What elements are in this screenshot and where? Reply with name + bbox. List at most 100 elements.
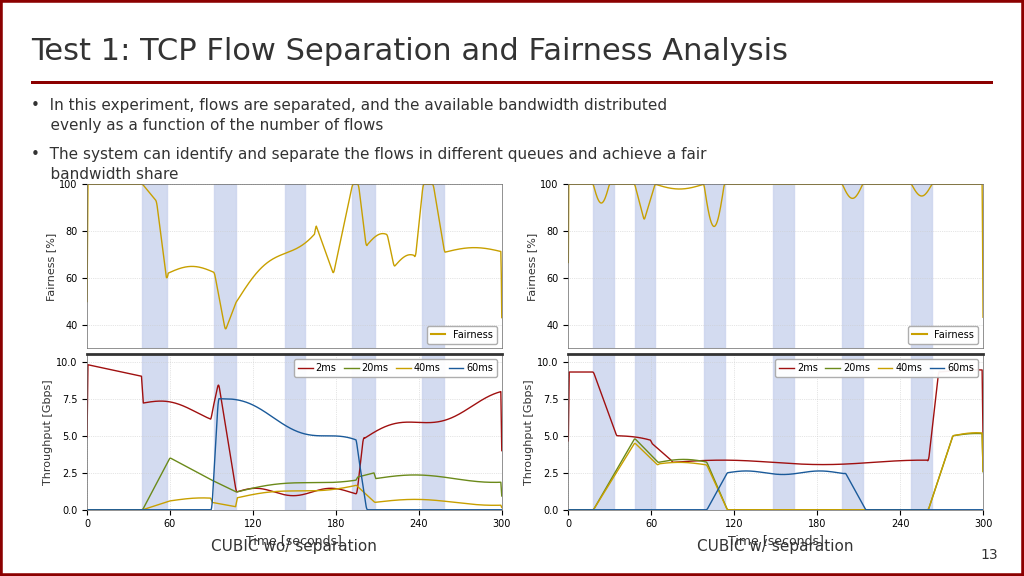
Bar: [142, 354, 167, 510]
Line: 2ms: 2ms: [568, 370, 983, 465]
Y-axis label: Throughput [Gbps]: Throughput [Gbps]: [43, 379, 53, 485]
2ms: [977, 437, 989, 444]
2ms: [817, 461, 829, 468]
60ms: [977, 506, 989, 513]
60ms: [188, 506, 201, 513]
20ms: [496, 492, 508, 499]
20ms: [377, 474, 389, 481]
Line: 60ms: 60ms: [568, 471, 983, 510]
60ms: [858, 503, 870, 510]
Bar: [422, 354, 443, 510]
40ms: [921, 506, 933, 513]
2ms: [607, 424, 620, 431]
Line: 40ms: 40ms: [568, 433, 983, 510]
20ms: [670, 456, 682, 463]
Bar: [285, 354, 305, 510]
Text: CUBIC w/ separation: CUBIC w/ separation: [697, 539, 854, 554]
40ms: [857, 506, 869, 513]
20ms: [393, 472, 406, 479]
Y-axis label: Fairness [%]: Fairness [%]: [527, 232, 538, 301]
Bar: [911, 354, 932, 510]
60ms: [393, 506, 406, 513]
2ms: [496, 447, 508, 454]
40ms: [739, 506, 752, 513]
Bar: [593, 354, 614, 510]
60ms: [496, 506, 508, 513]
2ms: [874, 458, 887, 465]
Bar: [703, 184, 725, 348]
40ms: [670, 459, 682, 466]
Text: •  In this experiment, flows are separated, and the available bandwidth distribu: • In this experiment, flows are separate…: [31, 98, 667, 113]
Text: evenly as a function of the number of flows: evenly as a function of the number of fl…: [31, 118, 383, 133]
Bar: [422, 184, 443, 348]
2ms: [377, 424, 389, 431]
60ms: [439, 506, 452, 513]
Text: 13: 13: [981, 548, 998, 562]
2ms: [82, 361, 94, 368]
20ms: [857, 506, 869, 513]
2ms: [739, 457, 752, 464]
20ms: [971, 430, 983, 437]
Bar: [593, 184, 614, 348]
2ms: [394, 419, 407, 426]
Y-axis label: Fairness [%]: Fairness [%]: [46, 232, 56, 301]
20ms: [258, 482, 270, 489]
2ms: [562, 437, 574, 444]
40ms: [393, 497, 406, 503]
2ms: [287, 492, 299, 499]
2ms: [858, 460, 870, 467]
40ms: [971, 429, 983, 436]
2ms: [439, 416, 452, 423]
60ms: [258, 408, 270, 415]
2ms: [968, 366, 980, 373]
Text: CUBIC wo/ separation: CUBIC wo/ separation: [212, 539, 377, 554]
Bar: [911, 184, 932, 348]
40ms: [258, 489, 270, 496]
60ms: [921, 506, 933, 513]
20ms: [189, 468, 202, 475]
Line: 40ms: 40ms: [87, 486, 502, 510]
Bar: [142, 184, 167, 348]
20ms: [562, 506, 574, 513]
Y-axis label: Throughput [Gbps]: Throughput [Gbps]: [524, 379, 535, 485]
Text: •  The system can identify and separate the flows in different queues and achiev: • The system can identify and separate t…: [31, 147, 707, 162]
60ms: [874, 506, 887, 513]
60ms: [670, 506, 682, 513]
40ms: [81, 506, 93, 513]
60ms: [607, 506, 620, 513]
X-axis label: Time [seconds]: Time [seconds]: [247, 533, 342, 547]
Bar: [703, 354, 725, 510]
60ms: [213, 395, 225, 402]
Bar: [842, 354, 863, 510]
60ms: [126, 506, 138, 513]
40ms: [350, 482, 362, 489]
40ms: [977, 468, 989, 475]
60ms: [377, 506, 389, 513]
20ms: [165, 454, 177, 461]
40ms: [377, 498, 389, 505]
Bar: [285, 184, 305, 348]
X-axis label: Time [seconds]: Time [seconds]: [728, 533, 823, 547]
2ms: [189, 408, 202, 415]
20ms: [126, 506, 138, 513]
60ms: [562, 506, 574, 513]
40ms: [126, 506, 138, 513]
Text: Test 1: TCP Flow Separation and Fairness Analysis: Test 1: TCP Flow Separation and Fairness…: [31, 37, 787, 66]
Legend: 2ms, 20ms, 40ms, 60ms: 2ms, 20ms, 40ms, 60ms: [775, 359, 978, 377]
Line: 60ms: 60ms: [87, 399, 502, 510]
Text: bandwidth share: bandwidth share: [31, 167, 178, 182]
Legend: Fairness: Fairness: [427, 326, 497, 344]
40ms: [439, 498, 452, 505]
Bar: [773, 354, 794, 510]
Bar: [773, 184, 794, 348]
2ms: [81, 434, 93, 441]
Bar: [352, 354, 375, 510]
40ms: [496, 504, 508, 511]
20ms: [607, 472, 620, 479]
Legend: 2ms, 20ms, 40ms, 60ms: 2ms, 20ms, 40ms, 60ms: [294, 359, 497, 377]
Legend: Fairness: Fairness: [908, 326, 978, 344]
20ms: [739, 506, 752, 513]
Bar: [842, 184, 863, 348]
20ms: [921, 506, 933, 513]
60ms: [739, 468, 752, 475]
